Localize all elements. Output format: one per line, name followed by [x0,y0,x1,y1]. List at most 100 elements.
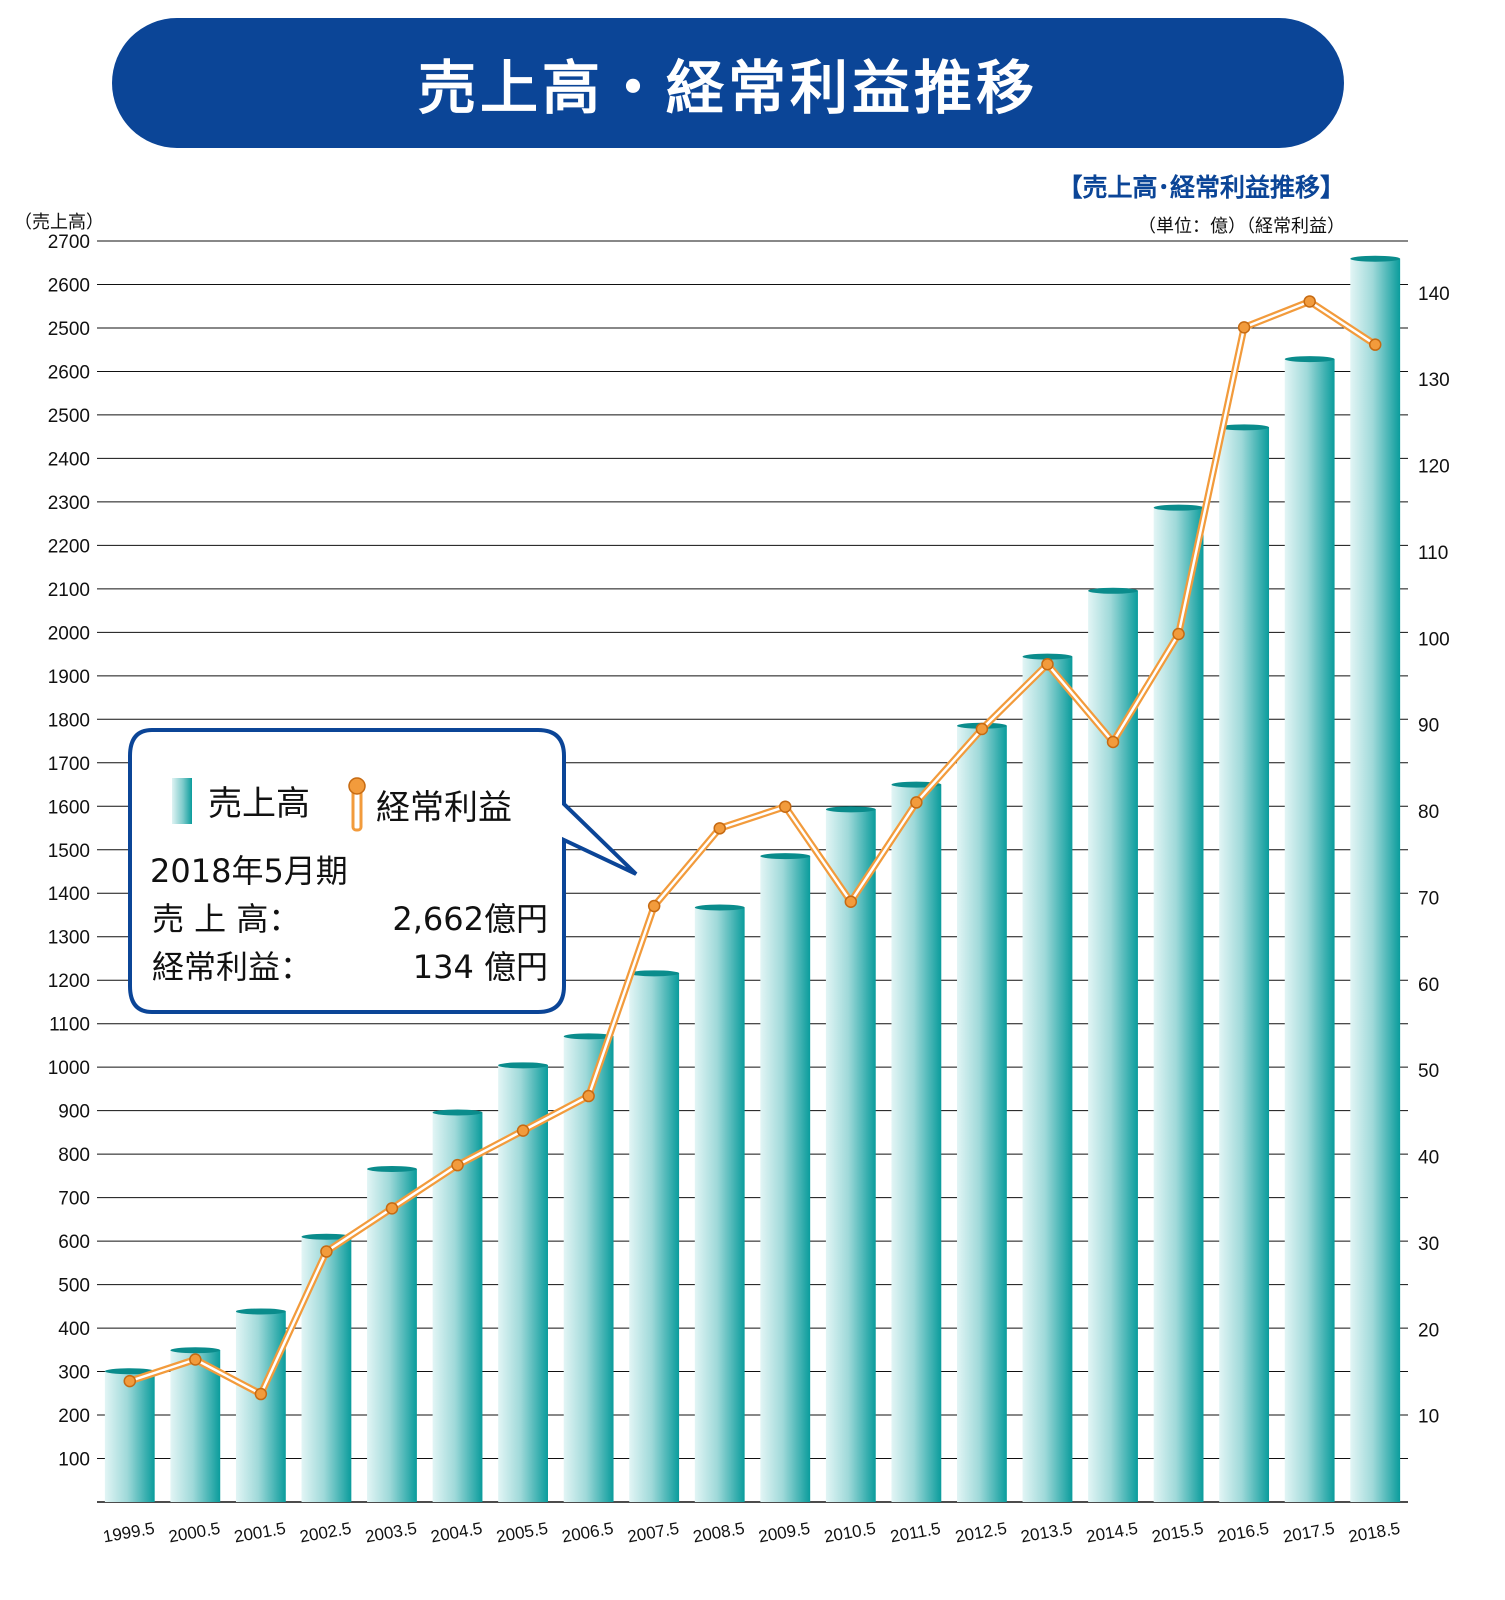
sales-bar [1153,507,1204,1502]
left-tick-label: 2600 [48,275,90,296]
left-tick-label: 2700 [48,232,90,253]
left-tick-label: 1800 [48,710,90,731]
right-tick-label: 40 [1418,1148,1439,1169]
sales-bar-cap [825,806,876,813]
profit-point [516,1124,530,1137]
callout-sales-label: 売 上 高： [152,900,301,938]
sales-bar-cap [694,904,745,911]
profit-point [910,796,923,809]
legend-profit: 経常利益 [346,776,512,832]
left-tick-label: 400 [58,1319,90,1340]
sales-bar-cap [432,1109,483,1116]
x-tick-label: 1999.5 [102,1519,157,1547]
left-tick-label: 1100 [49,1015,90,1036]
left-tick-label: 2000 [48,623,90,644]
profit-point [1237,321,1251,334]
profit-point [844,895,858,908]
profit-point [1368,338,1382,351]
sales-bar-cap [498,1062,548,1069]
profit-point [582,1089,595,1103]
left-tick-label: 300 [58,1363,90,1384]
left-tick-label: 1300 [48,928,90,949]
page-title: 売上高・経常利益推移 [417,54,1038,122]
legend-sales-swatch [172,777,192,824]
right-tick-label: 90 [1418,716,1439,737]
sales-bar [563,1036,614,1502]
profit-point [189,1353,202,1366]
callout-period: 2018年5月期 [150,852,348,890]
profit-point [779,800,792,813]
left-tick-label: 1200 [48,971,90,992]
right-tick-label: 130 [1418,370,1450,391]
sales-bar [170,1350,221,1502]
sales-bar [760,856,811,1502]
left-tick-label: 1500 [48,841,90,862]
profit-point [1303,295,1316,308]
x-tick-label: 2010.5 [823,1519,878,1547]
legend-sales: 売上高 [172,776,310,825]
profit-point [123,1374,137,1388]
sales-bar [1284,359,1335,1502]
profit-point [320,1245,333,1258]
x-tick-label: 2004.5 [429,1519,484,1547]
sales-bar [825,809,876,1502]
summary-callout: 売上高 経常利益 2018年5月期 売 上 高： 2,662億円 経常利益： 1… [128,728,638,1014]
sales-bar [957,725,1007,1502]
left-tick-label: 1700 [48,754,90,775]
sales-bar-cap [1088,587,1138,594]
x-tick-label: 2000.5 [167,1519,222,1547]
chart-caption: 【売上高･経常利益推移】 [1057,173,1345,202]
sales-bar [891,784,942,1502]
left-axis-title: （売上高） [14,212,104,233]
profit-point [975,722,989,736]
right-tick-label: 120 [1418,457,1450,478]
left-tick-label: 900 [58,1102,90,1123]
legend-profit-swatch [348,777,366,832]
sales-bar [367,1169,417,1502]
left-tick-label: 1400 [48,884,90,905]
x-tick-label: 2003.5 [364,1519,419,1547]
legend-profit-label: 経常利益 [376,787,512,828]
x-tick-label: 2005.5 [495,1519,550,1547]
left-tick-label: 600 [58,1232,90,1253]
sales-bar-cap [1219,424,1270,431]
legend-sales-label: 売上高 [208,784,310,824]
sales-bar-cap [1022,653,1073,660]
title-banner: 売上高・経常利益推移 [112,18,1344,148]
right-axis-ticks: 10 20 30 40 50 60 70 80 90 100 110 120 130 140 [1418,284,1450,1428]
left-axis-ticks: 100 200 300 400 500 600 700 800 900 1000 1100 1200 1… [48,232,90,1471]
right-tick-label: 80 [1418,802,1439,823]
left-tick-label: 2200 [48,536,90,557]
profit-point [451,1158,464,1172]
sales-bar-cap [629,970,680,977]
right-tick-label: 10 [1418,1407,1439,1428]
x-tick-label: 2011.5 [889,1519,942,1547]
left-tick-label: 800 [58,1145,90,1166]
left-tick-label: 2500 [48,319,90,340]
sales-bar-cap [104,1368,155,1375]
x-tick-label: 2016.5 [1216,1519,1271,1547]
profit-point [1041,657,1054,671]
callout-bubble [128,728,638,1014]
x-tick-label: 2015.5 [1150,1519,1205,1547]
x-tick-label: 2008.5 [692,1519,747,1547]
left-tick-label: 2600 [48,362,90,383]
sales-bar [301,1236,352,1502]
sales-bar-cap [301,1233,352,1240]
sales-bar [1350,258,1401,1502]
callout-profit-value: 134 億円 [412,948,548,986]
profit-point [254,1387,268,1401]
sales-bar-cap [760,853,811,860]
callout-sales-row: 売 上 高： 2,662億円 [152,894,548,940]
x-tick-label: 2001.5 [233,1519,288,1547]
x-tick-label: 2017.5 [1281,1519,1336,1547]
right-tick-label: 100 [1418,629,1450,650]
left-tick-label: 100 [58,1450,90,1471]
x-tick-label: 2018.5 [1347,1519,1402,1547]
left-tick-label: 1000 [48,1058,90,1079]
callout-profit-label: 経常利益： [152,948,313,986]
profit-point [1106,735,1120,749]
sales-bar-cap [367,1166,417,1173]
x-tick-label: 2014.5 [1085,1519,1140,1547]
